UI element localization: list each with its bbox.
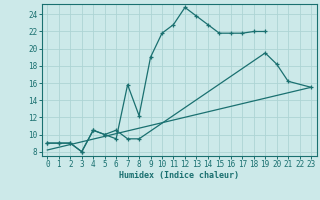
X-axis label: Humidex (Indice chaleur): Humidex (Indice chaleur) <box>119 171 239 180</box>
